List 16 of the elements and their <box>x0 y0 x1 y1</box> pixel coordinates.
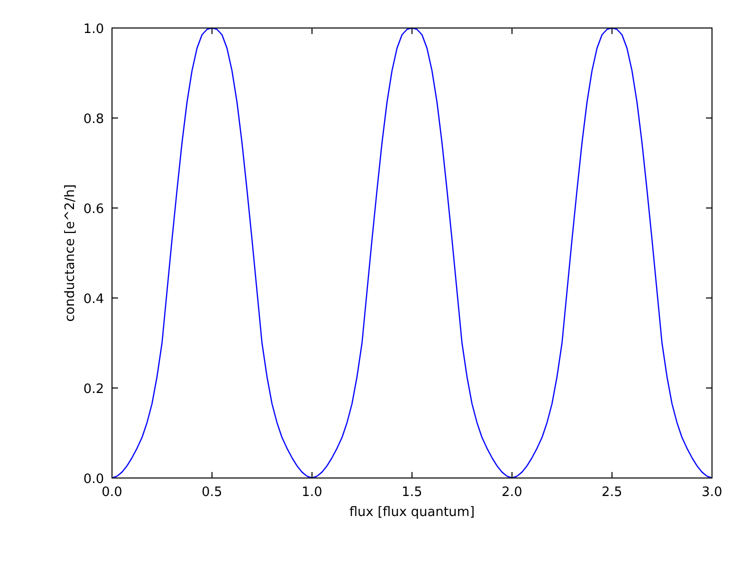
x-tick-label: 2.5 <box>602 485 622 500</box>
y-tick-label: 0.4 <box>83 292 104 307</box>
x-tick-label: 0.5 <box>202 485 222 500</box>
y-tick-label: 1.0 <box>83 22 104 37</box>
x-tick-label: 0.0 <box>102 485 122 500</box>
y-tick-label: 0.6 <box>83 202 104 217</box>
x-tick-label: 2.0 <box>502 485 522 500</box>
y-tick-label: 0.0 <box>83 472 104 487</box>
line-series <box>111 27 713 479</box>
y-tick-label: 0.2 <box>83 382 104 397</box>
x-tick-label: 1.0 <box>302 485 322 500</box>
y-axis-title: conductance [e^2/h] <box>63 184 78 322</box>
x-tick-label: 1.5 <box>402 485 422 500</box>
x-axis-title: flux [flux quantum] <box>349 505 475 520</box>
y-tick-label: 0.8 <box>83 112 104 127</box>
x-tick-label: 3.0 <box>702 485 722 500</box>
